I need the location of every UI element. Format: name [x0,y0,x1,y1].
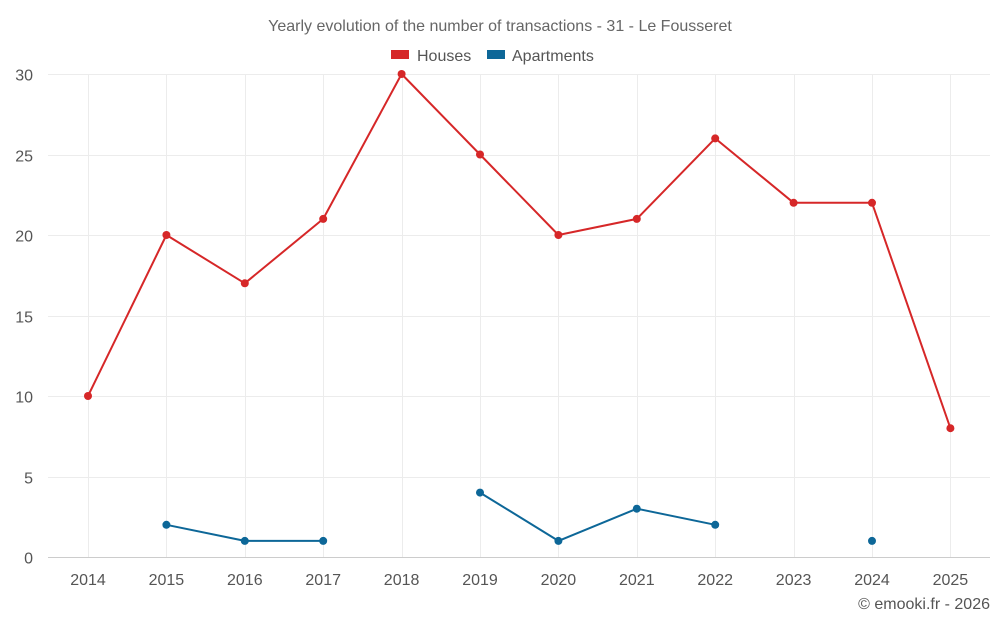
data-point-apartments[interactable] [868,536,876,545]
legend-swatch-houses[interactable] [391,50,409,59]
data-point-houses[interactable] [868,198,876,207]
data-point-houses[interactable] [319,214,328,223]
data-point-apartments[interactable] [162,520,171,529]
data-point-houses[interactable] [789,198,798,207]
data-point-houses[interactable] [84,392,92,400]
series [84,70,955,545]
data-point-apartments[interactable] [319,536,328,545]
data-point-apartments[interactable] [240,536,249,545]
y-tick-label: 25 [15,149,33,166]
data-point-houses[interactable] [711,134,720,143]
x-tick-label: 2019 [462,572,498,589]
legend: Houses Apartments [391,48,594,65]
x-tick-label: 2022 [697,572,733,589]
data-point-houses[interactable] [476,150,484,159]
data-point-houses[interactable] [397,70,406,78]
x-tick-label: 2017 [305,572,341,589]
x-tick-label: 2014 [70,572,106,589]
legend-label-apartments[interactable]: Apartments [512,48,594,65]
x-tick-label: 2016 [227,572,263,589]
credit-text: © emooki.fr - 2026 [858,596,990,613]
data-point-houses[interactable] [946,424,955,433]
y-tick-label: 10 [15,390,33,407]
series-line-houses [87,73,952,429]
x-tick-label: 2023 [776,572,812,589]
data-point-apartments[interactable] [554,536,563,545]
grid [48,74,990,558]
x-tick-label: 2021 [619,572,655,589]
series-line-apartments [479,491,716,542]
data-point-houses[interactable] [554,231,563,239]
x-tick-label: 2015 [149,572,185,589]
y-tick-label: 15 [15,310,33,327]
data-point-houses[interactable] [632,214,641,223]
legend-label-houses[interactable]: Houses [417,48,471,65]
y-axis-ticks: 0 5 10 15 20 25 30 [15,68,33,568]
x-tick-label: 2024 [854,572,890,589]
x-tick-label: 2025 [933,572,969,589]
x-tick-label: 2020 [541,572,577,589]
x-axis-ticks: 2014 2015 2016 2017 2018 2019 2020 2021 2022 2023… [70,572,968,589]
chart-title: Yearly evolution of the number of transa… [268,18,732,35]
x-tick-label: 2018 [384,572,420,589]
y-tick-label: 0 [24,551,33,568]
data-point-apartments[interactable] [711,520,720,529]
data-point-apartments[interactable] [632,504,641,513]
y-tick-label: 20 [15,229,33,246]
y-tick-label: 5 [24,471,33,488]
legend-swatch-apartments[interactable] [487,50,505,59]
data-point-houses[interactable] [240,279,249,288]
data-point-apartments[interactable] [476,488,484,497]
y-tick-label: 30 [15,68,33,85]
data-point-houses[interactable] [162,231,171,239]
